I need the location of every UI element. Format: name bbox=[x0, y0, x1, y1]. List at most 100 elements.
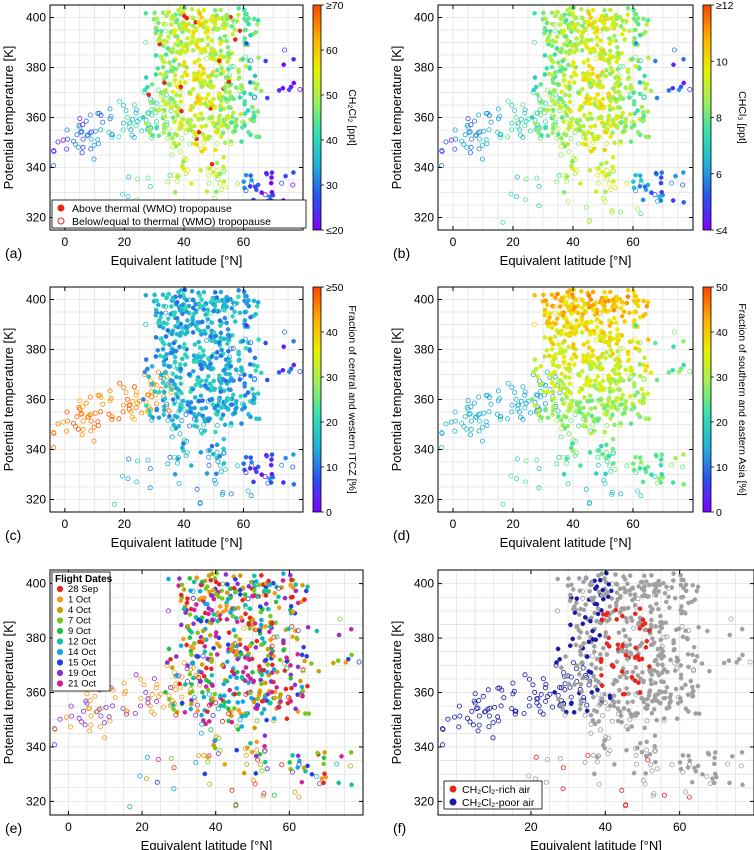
data-point bbox=[214, 68, 220, 73]
data-point bbox=[544, 87, 550, 93]
data-point bbox=[670, 480, 676, 485]
data-point bbox=[209, 443, 215, 449]
data-point bbox=[599, 161, 604, 167]
data-point bbox=[124, 711, 130, 717]
data-point bbox=[245, 673, 251, 678]
data-point bbox=[487, 705, 493, 711]
data-point bbox=[668, 699, 674, 704]
data-point bbox=[271, 634, 277, 640]
data-point bbox=[202, 419, 208, 424]
data-point bbox=[208, 85, 214, 90]
data-point bbox=[592, 123, 598, 129]
data-point bbox=[225, 348, 231, 354]
data-point bbox=[255, 757, 261, 763]
y-tick-label: 340 bbox=[26, 740, 46, 754]
data-point bbox=[259, 699, 265, 704]
data-point bbox=[253, 645, 259, 650]
data-point bbox=[556, 413, 561, 419]
data-point bbox=[223, 378, 228, 384]
data-point bbox=[555, 126, 561, 132]
data-point bbox=[80, 122, 86, 128]
data-point bbox=[686, 753, 691, 759]
data-point bbox=[609, 596, 615, 601]
data-point bbox=[155, 369, 161, 375]
data-point bbox=[483, 419, 489, 425]
data-point bbox=[639, 695, 644, 701]
data-point bbox=[263, 340, 268, 346]
data-point bbox=[625, 700, 630, 705]
data-point bbox=[495, 106, 501, 112]
data-point bbox=[686, 794, 692, 800]
data-point bbox=[523, 458, 529, 464]
data-point bbox=[247, 466, 253, 471]
data-point bbox=[196, 129, 202, 135]
data-point bbox=[576, 423, 582, 429]
data-point bbox=[233, 577, 238, 582]
data-point bbox=[641, 113, 647, 119]
data-point bbox=[505, 98, 511, 104]
data-point bbox=[242, 318, 248, 323]
data-point bbox=[514, 174, 520, 180]
data-point bbox=[552, 690, 557, 695]
data-point bbox=[206, 172, 212, 178]
data-point bbox=[559, 115, 565, 120]
data-point bbox=[196, 411, 202, 417]
data-point bbox=[605, 706, 611, 712]
data-point bbox=[747, 659, 753, 665]
data-point bbox=[206, 702, 212, 708]
data-point bbox=[124, 708, 130, 714]
data-point bbox=[655, 692, 661, 697]
data-point bbox=[625, 656, 630, 662]
data-point bbox=[582, 27, 588, 33]
data-point bbox=[599, 673, 604, 678]
data-point bbox=[645, 18, 651, 23]
data-point bbox=[269, 189, 275, 195]
data-point bbox=[550, 303, 555, 309]
data-point bbox=[98, 127, 104, 133]
data-point bbox=[98, 705, 104, 711]
y-tick-label: 400 bbox=[414, 11, 434, 25]
data-point bbox=[534, 700, 540, 706]
data-point bbox=[144, 392, 150, 398]
data-point bbox=[258, 762, 264, 768]
data-point bbox=[65, 418, 71, 424]
data-point bbox=[171, 765, 177, 771]
data-point bbox=[254, 21, 260, 27]
data-point bbox=[79, 719, 85, 725]
data-point bbox=[643, 86, 648, 91]
data-point bbox=[156, 389, 162, 395]
data-point bbox=[536, 183, 542, 189]
data-point bbox=[526, 703, 532, 709]
data-point bbox=[577, 635, 582, 641]
data-point bbox=[171, 340, 177, 346]
data-point bbox=[635, 488, 641, 494]
data-point bbox=[257, 604, 263, 609]
data-point bbox=[637, 32, 643, 38]
data-point bbox=[594, 166, 600, 172]
data-point bbox=[191, 412, 197, 417]
data-point bbox=[222, 307, 227, 313]
data-point bbox=[468, 418, 474, 424]
data-point bbox=[522, 672, 528, 678]
data-point bbox=[536, 126, 541, 132]
data-point bbox=[144, 110, 150, 116]
data-point bbox=[203, 405, 209, 411]
data-point bbox=[577, 588, 583, 594]
data-point bbox=[623, 117, 629, 122]
data-point bbox=[611, 85, 617, 90]
data-point bbox=[280, 367, 286, 373]
data-point bbox=[572, 411, 578, 417]
data-point bbox=[109, 416, 115, 422]
data-point bbox=[692, 597, 698, 602]
data-point bbox=[225, 45, 231, 50]
data-point bbox=[244, 323, 249, 328]
data-point bbox=[570, 437, 576, 443]
data-point bbox=[281, 344, 287, 350]
data-point bbox=[224, 304, 229, 309]
data-point bbox=[618, 491, 624, 497]
data-point bbox=[248, 741, 253, 746]
data-point bbox=[95, 111, 101, 117]
data-point bbox=[544, 694, 550, 700]
data-point bbox=[88, 713, 94, 719]
data-point bbox=[623, 652, 629, 658]
